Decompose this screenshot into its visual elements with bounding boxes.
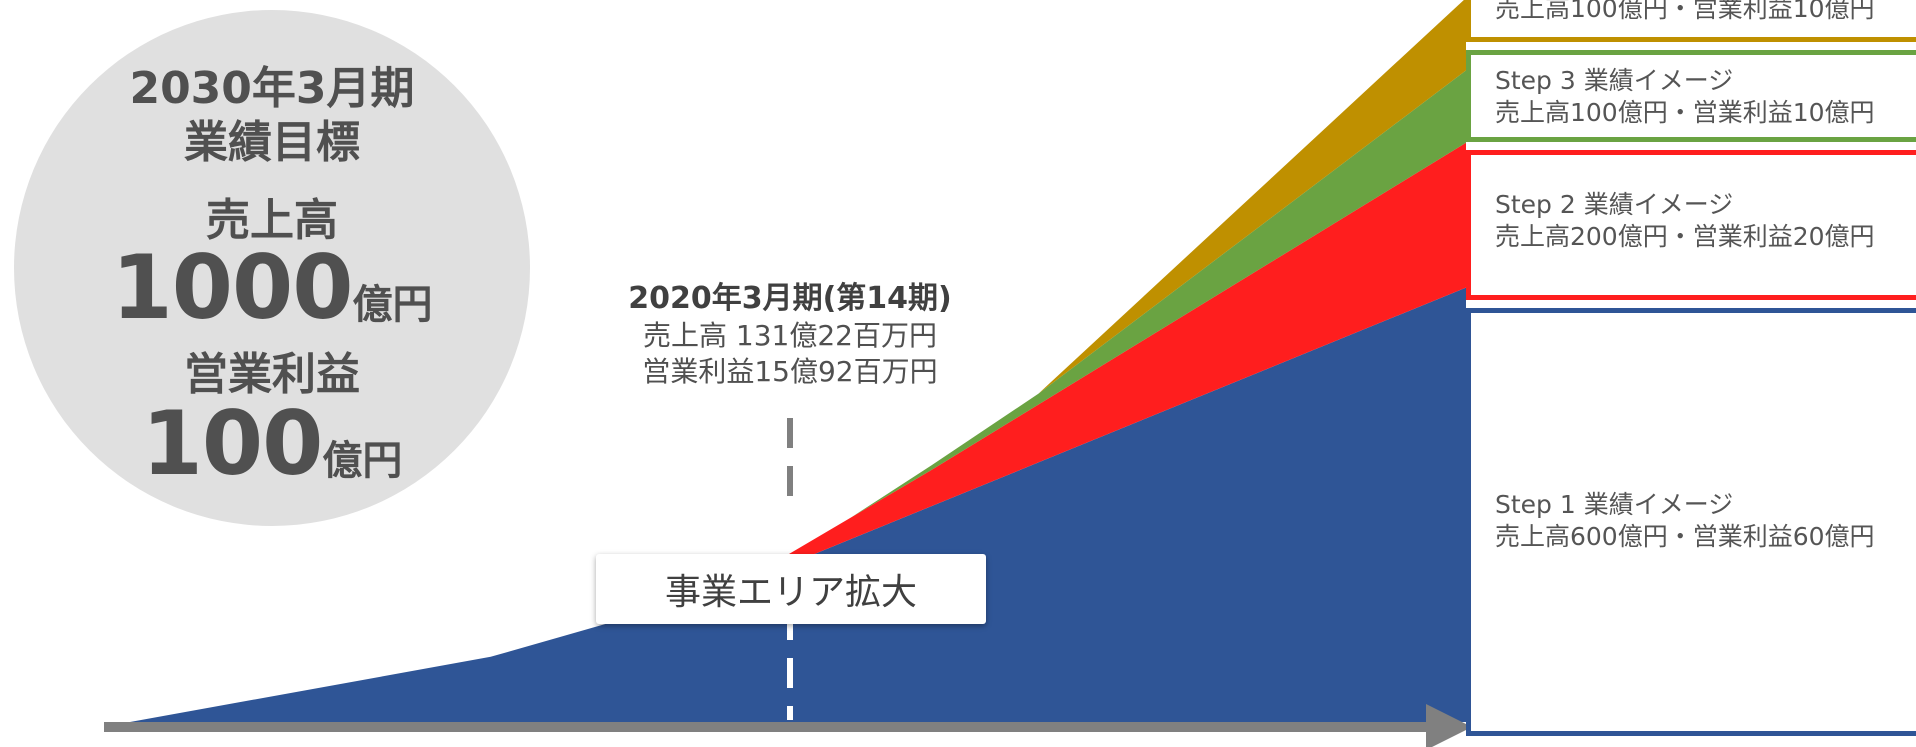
goal-profit-value: 100億円	[14, 394, 530, 519]
step2-title: Step 2 業績イメージ	[1495, 190, 1734, 219]
goal-profit-number: 100	[141, 392, 324, 495]
fy2020-title: 2020年3月期(第14期)	[628, 281, 952, 316]
step3-box: Step 3 業績イメージ 売上高100億円・営業利益10億円	[1466, 50, 1916, 142]
step3-title: Step 3 業績イメージ	[1495, 66, 1734, 95]
step1-area	[130, 287, 1466, 722]
step1-box: Step 1 業績イメージ 売上高600億円・営業利益60億円	[1466, 308, 1916, 736]
area-expansion-label: 事業エリア拡大	[596, 554, 986, 624]
step3-sales-profit: 売上高100億円・営業利益10億円	[1495, 98, 1875, 127]
step4-sales-profit: 売上高100億円・営業利益10億円	[1495, 0, 1875, 23]
step1-sales-profit: 売上高600億円・営業利益60億円	[1495, 522, 1875, 551]
time-axis-arrowhead	[1426, 704, 1472, 747]
goal-sales-unit: 億円	[352, 282, 433, 328]
goal-profit-unit: 億円	[322, 438, 403, 484]
goal-heading: 2030年3月期 業績目標	[14, 62, 530, 170]
goal-heading-line1: 2030年3月期	[129, 63, 415, 114]
step1-title: Step 1 業績イメージ	[1495, 490, 1734, 519]
step2-sales-profit: 売上高200億円・営業利益20億円	[1495, 222, 1875, 251]
step2-box: Step 2 業績イメージ 売上高200億円・営業利益20億円	[1466, 150, 1916, 300]
fy2020-profit: 営業利益15億92百万円	[642, 355, 938, 388]
goal-profit-label: 営業利益	[184, 349, 360, 400]
goal-circle: 2030年3月期 業績目標 売上高 1000億円 営業利益 100億円	[14, 10, 530, 526]
chart-areas	[130, 0, 1466, 723]
time-axis	[104, 722, 1430, 732]
goal-sales-value: 1000億円	[14, 238, 530, 363]
goal-heading-line2: 業績目標	[184, 117, 360, 168]
fy2020-annotation: 2020年3月期(第14期) 売上高 131億22百万円 営業利益15億92百万…	[590, 280, 990, 390]
goal-sales-label: 売上高	[206, 195, 338, 246]
goal-sales-number: 1000	[111, 236, 354, 339]
step4-box: 売上高100億円・営業利益10億円	[1466, 0, 1916, 42]
fy2020-sales: 売上高 131億22百万円	[643, 319, 937, 352]
